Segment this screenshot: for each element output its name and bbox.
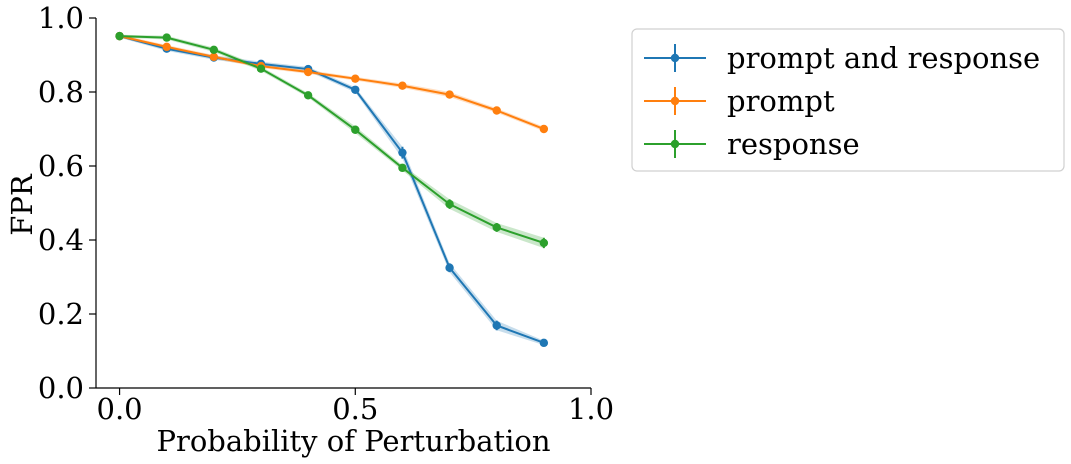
point-response <box>256 64 266 73</box>
y-tick-label: 0.2 <box>38 297 84 331</box>
x-tick-label: 1.0 <box>568 392 614 426</box>
x-tick-label: 0.5 <box>332 392 378 426</box>
legend-frame <box>631 28 1065 172</box>
series-lines <box>119 35 545 344</box>
band-prompt-and-response <box>119 34 544 346</box>
legend-marker-prompt <box>670 96 680 106</box>
y-tick-label: 1.0 <box>38 1 84 35</box>
y-axis-title: FPR <box>5 173 39 236</box>
point-prompt <box>398 81 407 90</box>
legend-label-response: response <box>727 127 860 161</box>
line-prompt <box>119 35 545 130</box>
y-tick-label: 0.8 <box>38 75 84 109</box>
point-response <box>539 238 549 248</box>
point-response <box>351 125 360 134</box>
y-tick-label: 0.4 <box>38 223 84 257</box>
point-prompt <box>351 74 360 83</box>
legend: prompt and response prompt response <box>631 28 1065 172</box>
point-prompt-and-response <box>445 263 454 272</box>
point-prompt-and-response <box>539 338 549 348</box>
point-response <box>398 163 407 173</box>
point-response <box>115 31 124 41</box>
point-prompt <box>162 42 171 52</box>
y-ticks: 0.0 0.2 0.4 0.6 0.8 1.0 <box>38 1 96 405</box>
point-prompt <box>539 124 549 134</box>
legend-marker-prompt-and-response <box>670 53 680 63</box>
error-bands <box>119 34 544 346</box>
point-response <box>303 91 313 100</box>
line-response <box>119 35 545 244</box>
point-response <box>162 33 171 42</box>
band-prompt <box>119 34 544 132</box>
x-ticks: 0.0 0.5 1.0 <box>97 388 614 426</box>
point-prompt <box>445 90 454 99</box>
point-prompt-and-response <box>398 148 407 157</box>
line-prompt-and-response <box>119 35 545 344</box>
y-tick-label: 0.6 <box>38 149 84 183</box>
point-prompt <box>209 52 219 62</box>
point-response <box>445 199 454 209</box>
point-response <box>492 223 501 232</box>
point-prompt-and-response <box>351 85 360 94</box>
band-response <box>119 34 544 249</box>
axes <box>95 18 591 389</box>
point-prompt-and-response <box>492 321 501 330</box>
data-points <box>115 31 549 348</box>
x-tick-label: 0.0 <box>97 392 143 426</box>
point-response <box>209 45 219 55</box>
y-tick-label: 0.0 <box>38 371 84 405</box>
legend-label-prompt-and-response: prompt and response <box>727 41 1040 75</box>
legend-label-prompt: prompt <box>727 84 835 118</box>
point-prompt <box>492 106 501 115</box>
point-prompt <box>303 67 313 77</box>
x-axis-title: Probability of Perturbation <box>156 424 550 458</box>
legend-marker-response <box>670 139 680 149</box>
